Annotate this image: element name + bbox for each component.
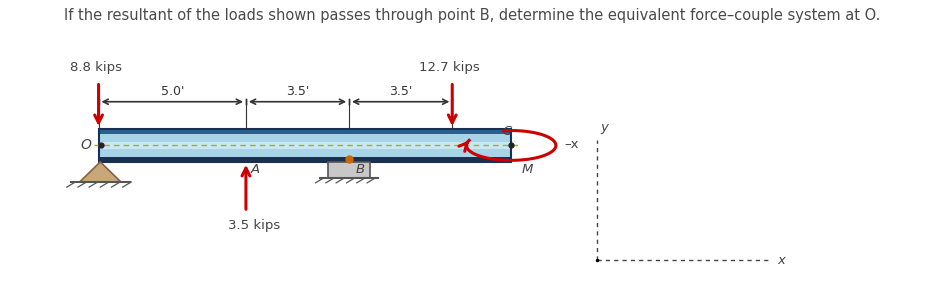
Text: M: M — [521, 163, 532, 176]
Bar — [98, 129, 511, 134]
Text: 8.8 kips: 8.8 kips — [70, 62, 122, 75]
Text: C: C — [501, 125, 511, 138]
Text: y: y — [599, 121, 607, 134]
Text: 12.7 kips: 12.7 kips — [419, 62, 480, 75]
Bar — [98, 129, 511, 162]
Bar — [98, 157, 511, 162]
Text: 5.0': 5.0' — [160, 85, 184, 98]
Text: x: x — [777, 253, 784, 267]
Text: 3.5': 3.5' — [285, 85, 309, 98]
Bar — [329, 162, 369, 178]
Text: 3.5 kips: 3.5 kips — [228, 219, 280, 232]
Bar — [98, 142, 511, 149]
Bar — [98, 129, 511, 162]
Text: –x: –x — [564, 138, 579, 151]
Polygon shape — [79, 162, 121, 182]
Text: 3.5': 3.5' — [389, 85, 412, 98]
Text: If the resultant of the loads shown passes through point B, determine the equiva: If the resultant of the loads shown pass… — [64, 8, 880, 23]
Text: B: B — [356, 163, 364, 176]
Text: O: O — [81, 138, 92, 152]
Text: A: A — [251, 163, 260, 176]
